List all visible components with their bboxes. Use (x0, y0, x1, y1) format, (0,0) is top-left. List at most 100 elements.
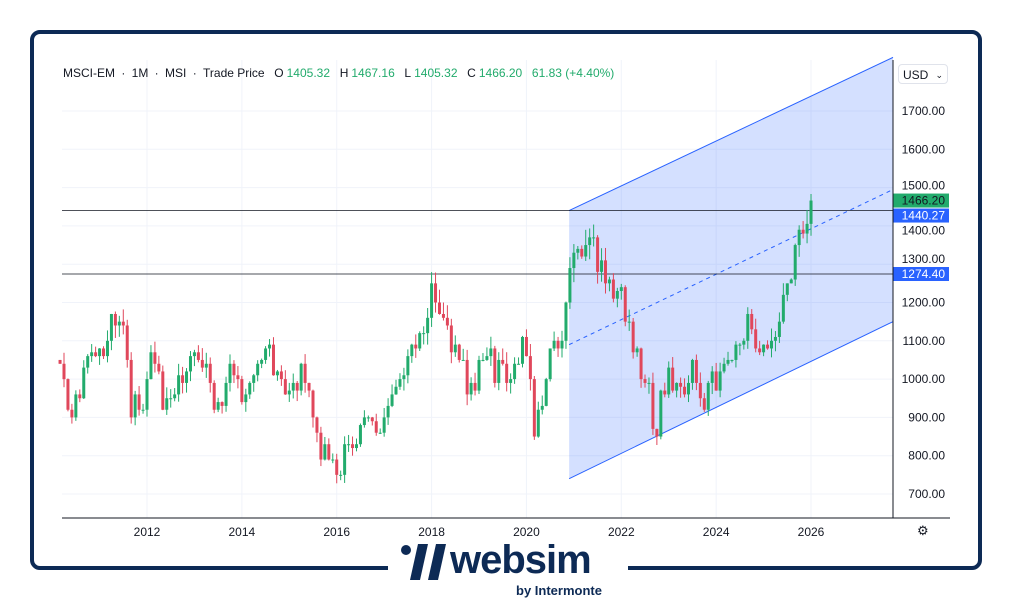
candle-body (501, 359, 505, 364)
candle-body (596, 237, 600, 272)
candle-body (489, 348, 493, 357)
open-label: O (274, 66, 284, 80)
candle-body (690, 359, 694, 383)
currency-label: USD (903, 68, 929, 82)
candle-body (354, 444, 358, 449)
candle-body (212, 382, 216, 410)
candle-body (714, 371, 718, 391)
candle-body (580, 248, 584, 257)
candle-body (335, 459, 339, 475)
candle-body (564, 302, 568, 341)
candle-body (86, 356, 90, 368)
candle-body (777, 321, 781, 337)
candle-body (200, 359, 204, 368)
candle-body (801, 229, 805, 234)
candle-body (785, 283, 789, 295)
candle-body (58, 359, 62, 364)
candle-body (611, 279, 615, 299)
candle-body (82, 367, 86, 399)
candle-body (117, 321, 121, 326)
x-tick-label: 2020 (513, 525, 540, 539)
candle-body (663, 390, 667, 395)
candle-body (426, 317, 430, 334)
candle-body (520, 336, 524, 364)
candle-body (406, 356, 410, 376)
candle-body (631, 321, 635, 353)
candle-body (465, 359, 469, 395)
candle-body (497, 359, 501, 383)
candle-body (271, 344, 275, 376)
candle-body (323, 444, 327, 460)
candle-body (398, 379, 402, 387)
candle-body (568, 268, 572, 303)
candle-body (635, 348, 639, 353)
candle-body (109, 313, 113, 341)
y-tick-label: 1300.00 (902, 252, 946, 266)
candle-body (374, 421, 378, 433)
candle-body (220, 402, 224, 406)
settings-icon[interactable]: ⚙ (917, 523, 929, 538)
candle-body (224, 382, 228, 406)
candle-body (718, 371, 722, 391)
x-tick-label: 2022 (608, 525, 635, 539)
candle-body (793, 245, 797, 280)
candle-body (769, 340, 773, 349)
candle-body (192, 352, 196, 357)
candle-body (576, 248, 580, 253)
candle-body (750, 313, 754, 330)
candle-body (410, 344, 414, 357)
currency-select[interactable]: USD ⌄ (898, 64, 948, 84)
candle-body (366, 417, 370, 419)
candle-body (283, 379, 287, 395)
candle-body (129, 359, 133, 418)
candle-body (671, 367, 675, 391)
candle-body (683, 386, 687, 395)
candle-body (437, 302, 441, 314)
legend-price-type: Trade Price (203, 66, 265, 80)
candle-body (528, 356, 532, 380)
candle-body (694, 359, 698, 383)
low-label: L (404, 66, 412, 80)
candle-body (216, 402, 220, 410)
candle-body (204, 363, 208, 368)
candle-body (157, 363, 161, 372)
candle-body (252, 375, 256, 383)
candle-body (627, 321, 631, 323)
regression-channel (569, 57, 893, 479)
candle-body (457, 344, 461, 360)
candle-body (248, 382, 252, 395)
chart-legend: MSCI-EM · 1M · MSI · Trade Price O 1405.3… (63, 66, 615, 80)
y-tick-label: 700.00 (908, 487, 945, 501)
candle-body (275, 371, 279, 376)
logo-mark-icon (401, 544, 446, 580)
candle-body (295, 382, 299, 391)
candle-body (762, 344, 766, 353)
candle-body (394, 386, 398, 395)
candle-body (588, 237, 592, 246)
candle-body (473, 382, 477, 391)
legend-symbol: MSCI-EM (63, 66, 115, 80)
candle-body (287, 390, 291, 395)
candle-body (315, 417, 319, 433)
y-tick-label: 800.00 (908, 449, 945, 463)
candle-body (805, 223, 809, 234)
candle-body (70, 409, 74, 418)
candle-body (742, 340, 746, 345)
candle-body (781, 294, 785, 322)
candle-body (556, 340, 560, 349)
candle-body (343, 444, 347, 475)
candle-body (256, 363, 260, 376)
x-tick-label: 2012 (134, 525, 161, 539)
candle-body (651, 382, 655, 429)
candle-body (659, 390, 663, 437)
candle-body (584, 245, 588, 257)
high-label: H (339, 66, 349, 80)
candle-body (228, 363, 232, 383)
x-tick-label: 2026 (798, 525, 825, 539)
y-tick-label: 1100.00 (903, 334, 946, 348)
candle-body (679, 382, 683, 387)
legend-source: MSI (165, 66, 187, 80)
candle-body (188, 356, 192, 372)
candle-body (607, 279, 611, 284)
